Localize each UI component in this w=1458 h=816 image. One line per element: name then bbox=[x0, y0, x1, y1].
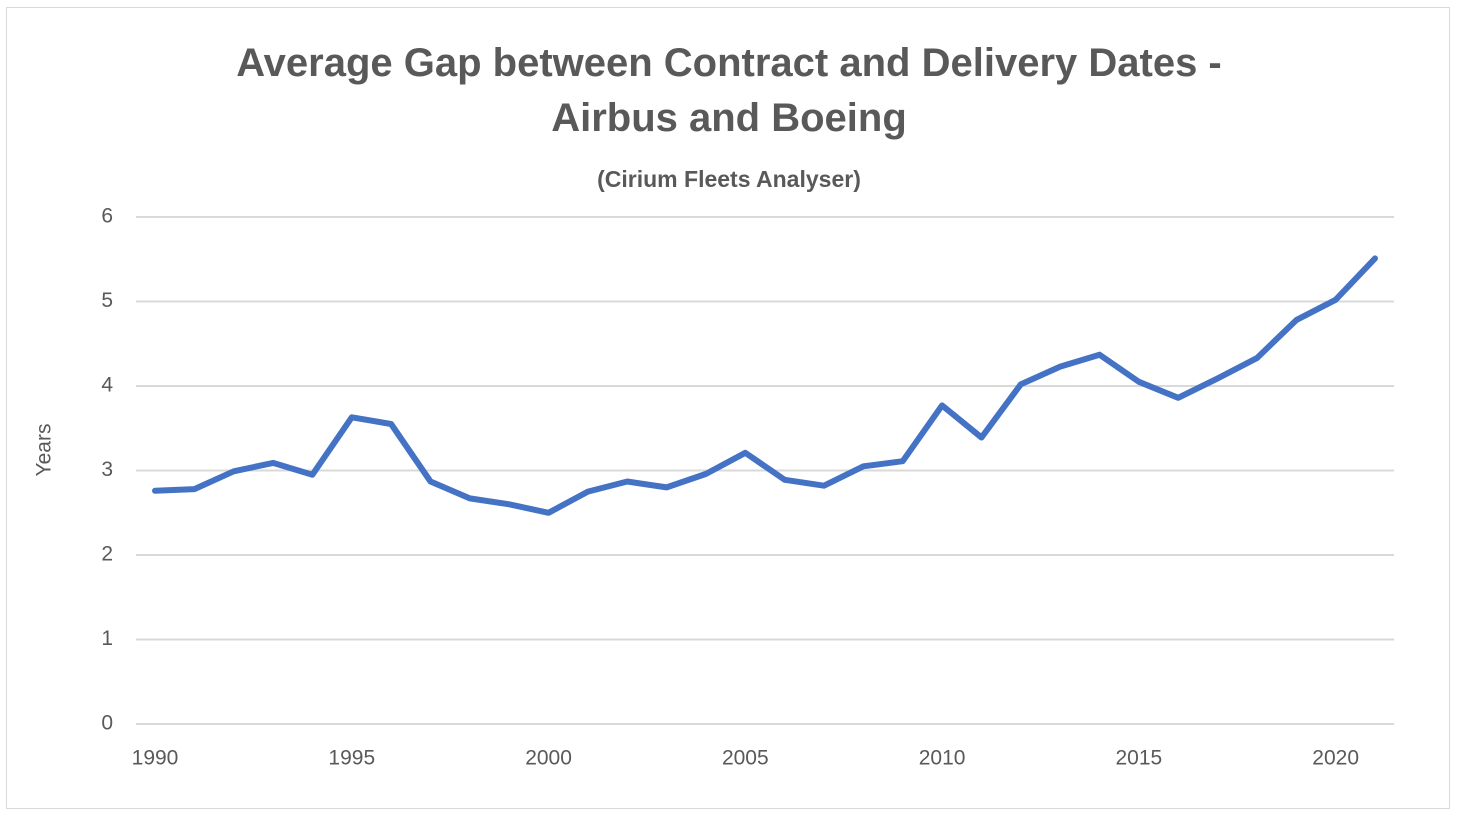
chart-frame bbox=[6, 7, 1450, 809]
chart-title-line-1: Average Gap between Contract and Deliver… bbox=[236, 41, 1222, 85]
y-tick-label: 2 bbox=[101, 543, 113, 566]
y-axis-ticks: 0 1 2 3 4 5 6 bbox=[101, 205, 113, 735]
series-line-0 bbox=[152, 255, 1378, 516]
x-tick-label: 2020 bbox=[1312, 747, 1359, 770]
x-axis-ticks: 1990 1995 2000 2005 2010 2015 2020 bbox=[132, 747, 1359, 770]
y-tick-label: 5 bbox=[101, 289, 113, 312]
chart-title-line-2: Airbus and Boeing bbox=[551, 96, 907, 140]
x-tick-label: 2000 bbox=[525, 747, 572, 770]
y-tick-label: 0 bbox=[101, 712, 113, 735]
x-tick-label: 1990 bbox=[132, 747, 179, 770]
x-tick-label: 1995 bbox=[328, 747, 375, 770]
y-axis-label: Years bbox=[33, 424, 56, 477]
x-tick-label: 2010 bbox=[919, 747, 966, 770]
series-group bbox=[152, 255, 1378, 516]
y-tick-label: 1 bbox=[101, 627, 113, 650]
x-tick-label: 2015 bbox=[1116, 747, 1163, 770]
y-tick-label: 6 bbox=[101, 205, 113, 228]
y-tick-label: 3 bbox=[101, 458, 113, 481]
chart-subtitle: (Cirium Fleets Analyser) bbox=[597, 166, 861, 192]
gridlines bbox=[136, 216, 1394, 725]
y-tick-label: 4 bbox=[101, 374, 113, 397]
x-tick-label: 2005 bbox=[722, 747, 769, 770]
